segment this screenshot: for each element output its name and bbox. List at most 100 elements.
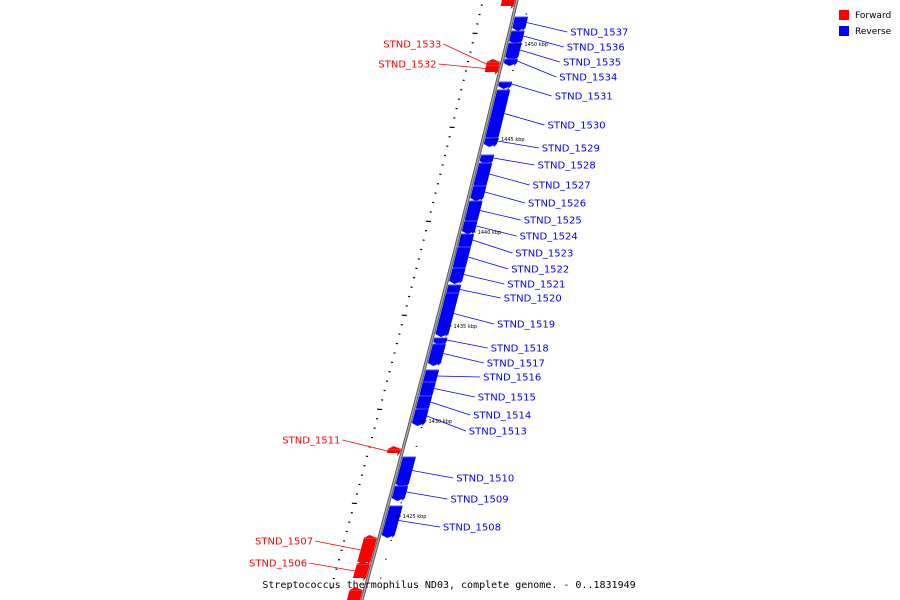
gene-label-leader bbox=[511, 83, 552, 97]
gene-block-face bbox=[445, 285, 462, 294]
gene-block bbox=[484, 62, 500, 75]
gene-block bbox=[505, 42, 522, 60]
gene-block bbox=[509, 30, 525, 44]
gene-arrow-tip bbox=[411, 423, 425, 426]
gene-features bbox=[346, 0, 528, 600]
gene-label: STND_1529 bbox=[542, 144, 600, 155]
gene-label-leader bbox=[484, 191, 526, 204]
gene-block-face bbox=[419, 382, 436, 395]
gene-block-face bbox=[449, 268, 466, 281]
legend-forward-label: Forward bbox=[855, 11, 891, 21]
gene-label: STND_1507 bbox=[255, 537, 313, 548]
gene-block-face bbox=[352, 564, 370, 578]
gene-label-leader bbox=[504, 113, 545, 126]
gene-block bbox=[346, 587, 363, 600]
gene-label-leader bbox=[468, 256, 509, 270]
legend-forward-swatch bbox=[839, 10, 849, 20]
gene-label: STND_1527 bbox=[533, 181, 591, 192]
gene-label: STND_1531 bbox=[555, 92, 613, 103]
gene-block bbox=[352, 561, 370, 581]
gene-labels: STND_1537 STND_1536 STND_1535 STND_1534 STND… bbox=[249, 22, 628, 572]
gene-block bbox=[386, 446, 401, 456]
gene-arrow-tip bbox=[381, 535, 395, 538]
gene-arrow-tip bbox=[503, 63, 517, 66]
gene-label: STND_1519 bbox=[497, 320, 555, 331]
scale-labels: 1450 kbp 1445 kbp 1440 kbp 1435 kbp 1430 kbp… bbox=[392, 42, 548, 520]
gene-block bbox=[479, 154, 495, 164]
gene-arrow-tip bbox=[470, 198, 484, 201]
gene-label-leader bbox=[412, 470, 454, 479]
gene-label: STND_1517 bbox=[487, 359, 545, 370]
gene-arrow-tip bbox=[498, 86, 512, 89]
gene-label: STND_1526 bbox=[528, 199, 586, 210]
gene-label-leader bbox=[497, 140, 539, 149]
gene-label-leader bbox=[459, 289, 501, 299]
gene-arrow-tip bbox=[487, 59, 500, 62]
gene-block-face bbox=[411, 409, 429, 423]
gene-label-leader bbox=[434, 388, 475, 398]
legend: Forward Reverse bbox=[839, 10, 892, 37]
gene-label-leader bbox=[463, 274, 505, 285]
gene-label: STND_1528 bbox=[538, 161, 596, 172]
gene-label-leader bbox=[342, 439, 388, 452]
gene-block-face bbox=[500, 0, 515, 6]
gene-label: STND_1508 bbox=[443, 523, 501, 534]
gene-label: STND_1510 bbox=[456, 474, 514, 485]
gene-label: STND_1532 bbox=[378, 60, 436, 71]
gene-block-face bbox=[464, 201, 483, 220]
gene-block-face bbox=[386, 449, 401, 453]
gene-block-face bbox=[503, 59, 518, 63]
gene-label: STND_1516 bbox=[483, 373, 541, 384]
gene-label-leader bbox=[472, 239, 513, 254]
scale-label: 1445 kbp bbox=[501, 137, 525, 143]
gene-label: STND_1523 bbox=[515, 249, 573, 260]
gene-arrow-tip bbox=[388, 446, 401, 449]
gene-block bbox=[500, 0, 515, 9]
scale-label: 1435 kbp bbox=[454, 324, 478, 330]
gene-arrow-tip bbox=[483, 144, 497, 147]
gene-block bbox=[411, 408, 429, 426]
gene-block-face bbox=[498, 82, 513, 86]
gene-block-face bbox=[422, 370, 439, 382]
scale-label: 1450 kbp bbox=[524, 42, 548, 48]
genome-backbone bbox=[360, 0, 519, 600]
gene-block-face bbox=[452, 247, 471, 267]
gene-label-leader bbox=[398, 520, 440, 528]
scale-label: 1440 kbp bbox=[478, 230, 502, 236]
gene-label: STND_1535 bbox=[563, 58, 621, 69]
gene-arrow-tip bbox=[449, 281, 463, 284]
gene-block bbox=[498, 81, 513, 89]
gene-arrow-tip bbox=[486, 62, 500, 65]
gene-arrow-tip bbox=[349, 587, 363, 590]
gene-block bbox=[381, 505, 403, 538]
gene-label-leader bbox=[315, 540, 361, 551]
gene-label: STND_1522 bbox=[511, 265, 569, 276]
gene-label-leader bbox=[443, 43, 487, 65]
gene-block-face bbox=[458, 234, 475, 246]
map-caption: Streptococcus thermophilus ND03, complet… bbox=[262, 580, 635, 591]
gene-block-face bbox=[473, 163, 493, 185]
gene-block-face bbox=[479, 155, 495, 161]
backbone-line bbox=[361, 0, 518, 600]
legend-reverse-swatch bbox=[839, 26, 849, 36]
gene-label: STND_1511 bbox=[282, 436, 340, 447]
gene-block-face bbox=[484, 65, 500, 72]
gene-block-face bbox=[485, 90, 511, 137]
gene-block-face bbox=[395, 457, 416, 484]
gene-arrow-tip bbox=[356, 561, 370, 564]
legend-reverse-label: Reverse bbox=[855, 27, 892, 37]
gene-block-face bbox=[509, 31, 525, 41]
gene-label-leader bbox=[438, 63, 486, 69]
gene-label-leader bbox=[309, 562, 355, 572]
gene-block bbox=[512, 16, 528, 31]
gene-label-leader bbox=[523, 35, 564, 48]
gene-block bbox=[357, 535, 377, 565]
gene-arrow-tip bbox=[512, 28, 526, 31]
gene-label: STND_1509 bbox=[451, 495, 509, 506]
gene-block-face bbox=[433, 338, 448, 342]
gene-label: STND_1513 bbox=[469, 427, 527, 438]
gene-label-leader bbox=[453, 313, 495, 325]
gene-block-face bbox=[470, 186, 487, 198]
gene-label: STND_1521 bbox=[507, 280, 565, 291]
